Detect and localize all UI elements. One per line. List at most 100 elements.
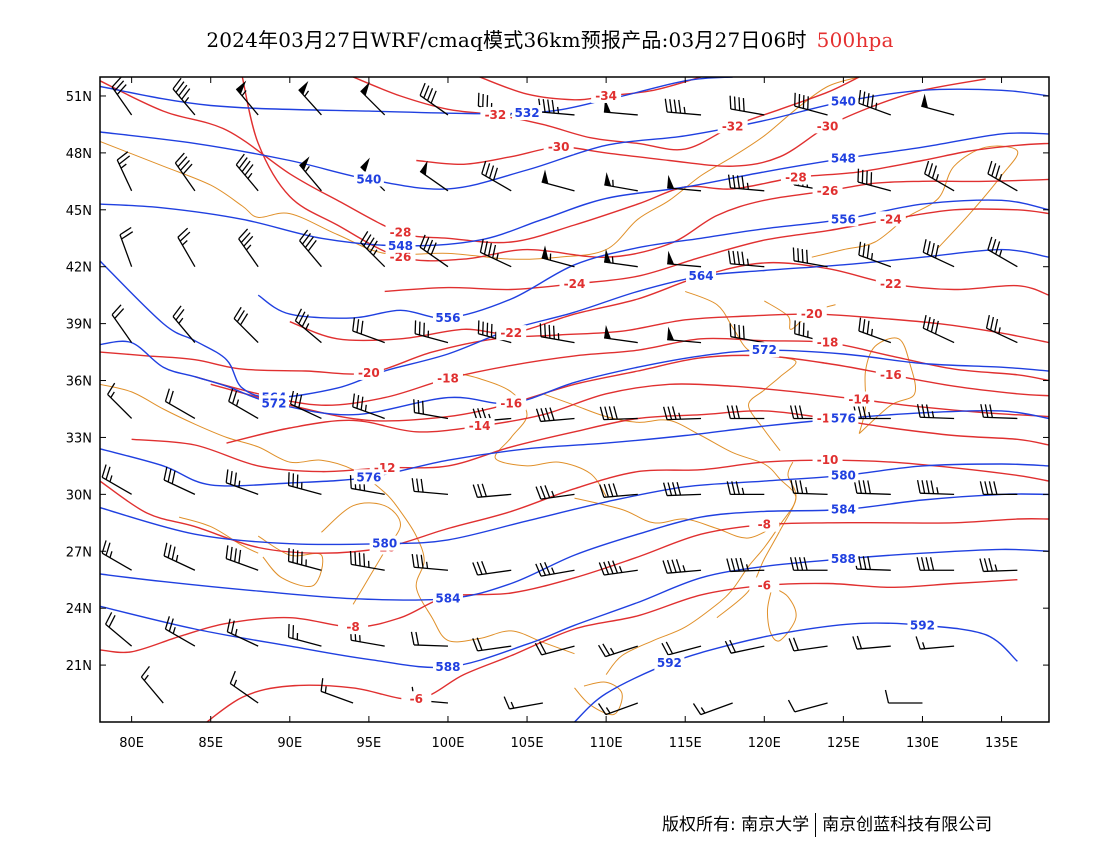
lon-tick-label: 120E — [748, 736, 781, 751]
lon-tick-label: 125E — [827, 736, 860, 751]
temperature-contour-label: -14 — [848, 393, 870, 407]
temperature-contour-line — [210, 354, 1049, 422]
wind-barb — [238, 228, 259, 268]
footer-credits: 版权所有: 南京大学 南京创蓝科技有限公司 — [662, 810, 992, 837]
height-contour-line — [100, 463, 1049, 546]
temperature-contour-line — [416, 78, 986, 167]
wind-barb — [662, 406, 702, 421]
temperature-contour-label-bg — [480, 106, 511, 122]
temperature-contour-label: -22 — [880, 277, 902, 291]
wind-barb — [921, 93, 955, 116]
wind-barb — [163, 466, 196, 495]
temperature-contour-label: -20 — [358, 366, 380, 380]
wind-barb — [858, 241, 892, 268]
wind-barb — [667, 326, 702, 344]
temperature-contour-label-bg — [385, 224, 416, 240]
wind-barb — [788, 637, 828, 652]
wind-barb — [726, 557, 765, 573]
wind-barb — [980, 404, 1018, 420]
wind-barb — [667, 250, 702, 268]
wind-barb — [535, 485, 575, 500]
wind-barb — [225, 545, 259, 571]
wind-barb — [172, 305, 196, 344]
wind-barb — [979, 481, 1018, 496]
wind-barb — [472, 637, 512, 652]
border-line — [321, 502, 402, 605]
wind-barb — [299, 156, 322, 192]
height-contour-label-bg — [432, 658, 463, 674]
wind-barb — [599, 483, 638, 498]
wind-barb — [884, 689, 923, 704]
wind-barb — [604, 172, 638, 192]
wind-barb — [287, 623, 322, 647]
wind-barb — [692, 702, 733, 716]
wind-barb — [539, 323, 575, 344]
temperature-contour-label: -28 — [390, 226, 412, 240]
wind-barb — [922, 315, 955, 344]
lat-tick-label: 27N — [66, 545, 92, 560]
wind-barb — [225, 469, 259, 495]
height-contour-label: 548 — [388, 239, 413, 253]
height-contour-label-bg — [654, 655, 685, 671]
wind-barb — [411, 478, 449, 496]
wind-barb — [534, 641, 575, 656]
temperature-contour-line — [131, 410, 1049, 473]
temperature-contour-line — [384, 208, 1049, 293]
lat-tick-label: 21N — [66, 659, 92, 674]
border-line — [574, 497, 781, 539]
temperature-contour-label-bg — [385, 249, 416, 265]
wind-barbs — [101, 77, 1018, 716]
temperature-contour-line — [100, 518, 1049, 654]
temperature-contour-line — [241, 77, 1049, 262]
wind-barb — [414, 320, 449, 344]
wind-barb — [790, 479, 828, 496]
height-contour-line — [100, 88, 1049, 190]
temperature-contour-line — [352, 77, 860, 151]
height-contour-label: 532 — [515, 106, 540, 120]
temperature-contour-line — [289, 261, 1049, 342]
wind-barb — [667, 174, 702, 192]
temperature-contour-label-bg — [812, 118, 843, 134]
wind-barb — [177, 227, 196, 268]
border-line — [685, 290, 797, 451]
height-contour-label: 556 — [435, 311, 460, 325]
wind-barb — [726, 405, 765, 420]
height-contour-label: 588 — [831, 552, 856, 566]
wind-barb — [235, 80, 259, 116]
wind-barb — [729, 95, 765, 116]
wind-barb — [857, 168, 892, 192]
height-contour-label: 580 — [831, 468, 856, 482]
temperature-contour-label: -6 — [410, 692, 423, 706]
wind-barb — [598, 560, 638, 576]
temperature-contour-label: -18 — [437, 372, 459, 386]
wind-barb — [787, 699, 828, 713]
wind-barb — [294, 308, 322, 344]
wind-barb — [472, 561, 512, 576]
border-line — [766, 586, 797, 642]
temperature-contour-label: -24 — [880, 212, 902, 226]
lon-tick-label: 85E — [198, 736, 223, 751]
temperature-contour-line — [100, 80, 1049, 244]
temperature-contour-label: -18 — [817, 336, 839, 350]
temperature-contour-label-bg — [338, 619, 369, 635]
wind-barb — [794, 92, 828, 116]
temperature-contour-label: -10 — [817, 453, 839, 467]
height-contour-label: 592 — [657, 656, 682, 670]
plot-background — [100, 77, 1049, 722]
temperature-contour-label: -26 — [817, 184, 839, 198]
wind-barb — [413, 399, 449, 420]
wind-barb — [985, 315, 1018, 344]
temperature-contour-label-bg — [591, 87, 622, 103]
temperature-contour-label-bg — [353, 364, 384, 380]
wind-barb — [726, 481, 765, 496]
axes: 80E 85E 90E 95E 100E 105E 110E 115E 120E 125E 130E… — [66, 77, 1049, 751]
temperature-contour-label-bg — [464, 418, 495, 434]
wind-barb — [987, 160, 1018, 192]
height-contour-line — [100, 132, 1049, 247]
wind-barb — [411, 553, 449, 571]
lat-tick-label: 39N — [66, 318, 92, 333]
wind-barb — [164, 388, 196, 420]
height-contour-label-bg — [828, 467, 859, 483]
temperature-contour-label: -34 — [595, 89, 617, 103]
